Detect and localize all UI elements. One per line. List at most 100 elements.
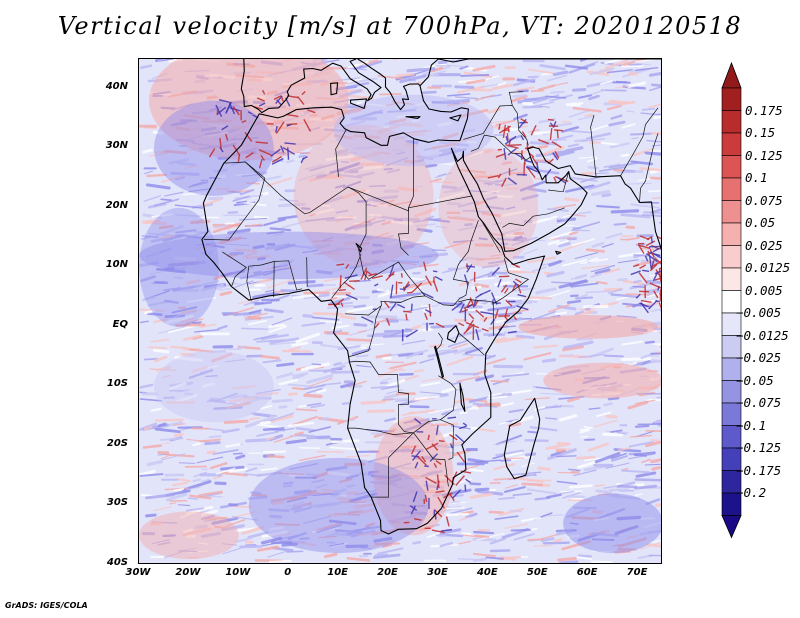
strong-updraft-mark (245, 152, 254, 159)
strong-updraft-mark (307, 109, 316, 114)
strong-updraft-mark (284, 142, 296, 145)
strong-updraft-mark (505, 299, 513, 307)
colorbar-tick-label: −0.0125 (736, 327, 789, 343)
strong-updraft-mark (554, 151, 560, 159)
anomaly-region (139, 511, 239, 560)
strong-updraft-mark (505, 136, 509, 142)
colorbar-tick-label: 0.125 (745, 147, 783, 163)
colorbar-tick-label: −0.05 (736, 372, 774, 388)
longitude-tick-label: 30W (125, 567, 151, 578)
strong-updraft-mark (425, 476, 437, 485)
strong-updraft-mark (498, 123, 501, 130)
strong-updraft-mark (215, 104, 223, 118)
strong-updraft-mark (491, 266, 501, 276)
strong-updraft-mark (635, 293, 641, 299)
strong-updraft-mark (411, 445, 417, 455)
strong-updraft-mark (433, 463, 438, 468)
colorbar-tick-label: −0.1 (736, 417, 767, 433)
strong-updraft-mark (411, 450, 421, 461)
colorbar-tick-label: 0.1 (745, 170, 768, 185)
anomaly-region (543, 362, 661, 399)
colorbar-bottom-arrow (721, 515, 742, 539)
colorbar-segment (721, 87, 742, 111)
strong-updraft-mark (425, 442, 439, 450)
strong-updraft-mark (434, 509, 443, 518)
strong-updraft-mark (521, 131, 527, 138)
strong-updraft-mark (413, 417, 422, 425)
strong-updraft-mark (428, 303, 432, 317)
strong-updraft-mark (648, 255, 652, 269)
strong-updraft-mark (515, 265, 521, 268)
strong-updraft-mark (480, 311, 494, 315)
strong-updraft-mark (466, 303, 473, 309)
strong-updraft-mark (302, 156, 308, 160)
map-title: Vertical velocity [m/s] at 700hPa, VT: 2… (57, 12, 743, 40)
strong-updraft-mark (435, 322, 445, 329)
strong-updraft-mark (468, 313, 475, 320)
anomaly-region (563, 493, 661, 554)
strong-updraft-mark (547, 118, 555, 121)
strong-updraft-mark (208, 148, 216, 158)
strong-updraft-mark (654, 257, 661, 265)
anomaly-region (139, 207, 219, 327)
strong-updraft-mark (466, 264, 473, 273)
strong-updraft-mark (390, 284, 394, 299)
strong-updraft-mark (551, 141, 562, 148)
strong-updraft-mark (524, 145, 534, 150)
strong-updraft-mark (474, 299, 479, 307)
strong-updraft-mark (225, 101, 232, 114)
strong-updraft-mark (507, 147, 517, 156)
strong-updraft-mark (431, 443, 439, 451)
strong-updraft-mark (552, 152, 559, 161)
strong-updraft-mark (466, 263, 469, 270)
strong-updraft-mark (261, 89, 266, 95)
strong-updraft-mark (557, 176, 567, 184)
strong-updraft-mark (425, 480, 429, 491)
strong-updraft-mark (433, 280, 439, 292)
colorbar-tick-label: 0.05 (745, 215, 776, 230)
colorbar-segment (721, 222, 742, 246)
strong-updraft-mark (388, 273, 395, 277)
strong-updraft-mark (431, 529, 445, 534)
strong-updraft-mark (225, 133, 229, 141)
strong-updraft-mark (374, 283, 379, 287)
strong-updraft-mark (487, 174, 499, 179)
coast-crete (405, 116, 421, 120)
strong-updraft-mark (474, 286, 478, 292)
strong-updraft-mark (512, 280, 519, 286)
strong-updraft-mark (411, 282, 423, 293)
strong-updraft-mark (438, 440, 445, 443)
strong-updraft-mark (638, 272, 648, 284)
colorbar-tick-label: 0.025 (745, 237, 783, 253)
strong-updraft-mark (514, 152, 525, 160)
strong-updraft-mark (424, 275, 433, 287)
strong-updraft-mark (649, 263, 658, 272)
strong-updraft-mark (490, 318, 496, 325)
anomaly-region (248, 457, 429, 554)
coast-sicily (350, 98, 368, 109)
strong-updraft-mark (424, 312, 428, 321)
strong-updraft-mark (462, 422, 468, 427)
longitude-tick-label: 50E (526, 567, 548, 578)
longitude-tick-label: 10W (225, 567, 251, 578)
strong-updraft-mark (282, 146, 295, 155)
strong-updraft-mark (459, 303, 465, 313)
strong-updraft-mark (339, 275, 342, 289)
longitude-tick-label: 70E (626, 567, 648, 578)
anomaly-region (153, 350, 274, 423)
strong-updraft-mark (383, 301, 390, 309)
strong-updraft-mark (412, 491, 418, 503)
strong-updraft-mark (296, 95, 305, 105)
strong-updraft-mark (435, 425, 439, 435)
strong-updraft-mark (454, 433, 465, 443)
strong-updraft-mark (507, 177, 518, 185)
strong-updraft-mark (455, 475, 465, 486)
strong-updraft-mark (333, 298, 345, 307)
grads-credit: GrADS: IGES/COLA (5, 601, 88, 610)
strong-updraft-mark (639, 264, 647, 269)
strong-updraft-mark (497, 173, 502, 179)
strong-updraft-mark (303, 119, 312, 132)
lake-victoria (446, 325, 460, 343)
latitude-tick-label: 40S (106, 557, 128, 568)
anomaly-region (139, 231, 439, 280)
